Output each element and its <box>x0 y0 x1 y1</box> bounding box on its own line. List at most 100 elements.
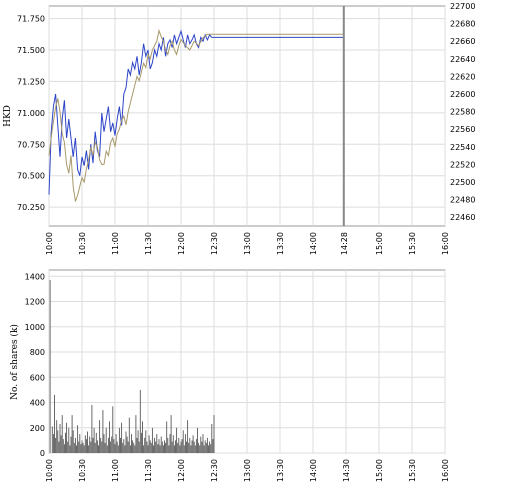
volume-bar <box>124 445 126 453</box>
volume-bar <box>165 442 167 453</box>
volume-bar <box>177 442 179 453</box>
price-time-tick: 12:30 <box>210 232 219 255</box>
volume-bar <box>171 441 173 453</box>
volume-bar <box>67 441 69 453</box>
volume-ylabel: No. of shares (k) <box>9 324 20 400</box>
volume-bar <box>127 441 129 453</box>
price-time-tick: 12:00 <box>177 232 186 255</box>
volume-bar <box>190 445 192 453</box>
volume-bar <box>195 439 197 453</box>
price-chart: 71.750 71.500 71.250 71.000 70.750 70.500 70.2… <box>3 2 475 255</box>
volume-bar <box>92 437 94 453</box>
volume-chart: 1400 1200 1000 800 600 400 200 0 10:00 10:30 11:0… <box>9 269 450 482</box>
volume-tick: 1000 <box>25 323 45 332</box>
volume-bar <box>154 437 156 453</box>
price-time-tick: 11:30 <box>144 232 153 255</box>
price-time-tick: 11:00 <box>111 232 120 255</box>
index-right-tick: 22640 <box>450 55 475 64</box>
volume-bar <box>155 441 157 453</box>
volume-bar <box>113 439 115 453</box>
index-right-tick: 22600 <box>450 90 475 99</box>
index-line <box>48 28 344 202</box>
volume-bar <box>193 441 195 453</box>
volume-bar <box>79 434 81 453</box>
volume-bar <box>205 442 207 453</box>
volume-bar <box>100 437 102 453</box>
index-right-tick: 22460 <box>450 213 475 222</box>
volume-bar <box>125 431 127 453</box>
volume-bar <box>104 442 106 453</box>
price-series <box>48 6 345 226</box>
volume-bar <box>157 444 159 453</box>
volume-time-axis: 10:00 10:30 11:00 11:30 12:00 12:30 13:00 13:30… <box>45 459 450 482</box>
volume-time-tick: 12:30 <box>210 459 219 482</box>
volume-bar <box>150 442 152 453</box>
volume-bar <box>146 441 148 453</box>
volume-bars <box>49 280 215 453</box>
volume-bar <box>90 441 92 453</box>
volume-bar <box>81 440 83 453</box>
volume-bar <box>56 420 58 453</box>
volume-bar <box>179 445 181 453</box>
volume-bar <box>60 435 62 453</box>
volume-bar <box>172 435 174 453</box>
volume-bar <box>162 445 164 453</box>
volume-bar <box>156 434 158 453</box>
volume-bar <box>52 434 54 453</box>
volume-time-tick: 14:30 <box>342 459 351 482</box>
volume-tick: 400 <box>30 399 45 408</box>
stock-price-line <box>48 29 344 195</box>
volume-bar <box>129 445 131 453</box>
volume-bar <box>184 434 186 453</box>
volume-bar <box>149 440 151 453</box>
volume-bar <box>84 435 86 453</box>
volume-axis: 1400 1200 1000 800 600 400 200 0 <box>25 272 45 458</box>
volume-bar <box>183 445 185 453</box>
volume-bar <box>208 445 209 453</box>
volume-bar <box>82 442 84 453</box>
volume-bar <box>210 444 212 453</box>
volume-tick: 200 <box>30 424 45 433</box>
volume-bar <box>73 442 75 453</box>
volume-bar <box>105 427 107 453</box>
price-left-tick: 71.750 <box>17 15 45 24</box>
volume-bar <box>181 439 183 453</box>
volume-bar <box>118 427 120 453</box>
volume-bar <box>103 434 105 453</box>
price-left-axis: 71.750 71.500 71.250 71.000 70.750 70.500 70.2… <box>17 15 45 213</box>
volume-bar <box>189 437 191 453</box>
volume-bar <box>153 445 154 453</box>
volume-tick: 0 <box>40 449 45 458</box>
price-ylabel: HKD <box>3 105 13 127</box>
volume-bar <box>85 439 87 453</box>
volume-bar <box>175 440 176 453</box>
volume-bar <box>213 415 215 453</box>
index-right-tick: 22500 <box>450 178 475 187</box>
volume-bar <box>99 420 101 453</box>
price-left-tick: 71.000 <box>17 109 45 118</box>
volume-bar <box>96 440 98 453</box>
index-right-tick: 22540 <box>450 143 475 152</box>
volume-bar <box>134 445 136 453</box>
volume-bar <box>161 441 163 453</box>
volume-bar <box>120 437 121 453</box>
volume-time-tick: 13:00 <box>243 459 252 482</box>
volume-bar <box>158 439 160 453</box>
volume-bar <box>144 437 146 453</box>
volume-bar <box>180 441 182 453</box>
volume-bar <box>101 441 103 453</box>
volume-bar <box>58 441 60 453</box>
volume-bar <box>114 444 116 453</box>
volume-bar <box>91 405 93 453</box>
volume-time-tick: 15:00 <box>375 459 384 482</box>
volume-bar <box>69 445 71 453</box>
volume-bar <box>168 445 170 453</box>
volume-bar <box>201 441 203 453</box>
volume-tick: 600 <box>30 373 45 382</box>
volume-bar <box>62 439 64 453</box>
volume-bar <box>142 421 143 453</box>
volume-bar <box>178 437 180 453</box>
index-right-tick: 22520 <box>450 160 475 169</box>
volume-bar <box>192 435 194 453</box>
volume-bar <box>132 440 134 453</box>
